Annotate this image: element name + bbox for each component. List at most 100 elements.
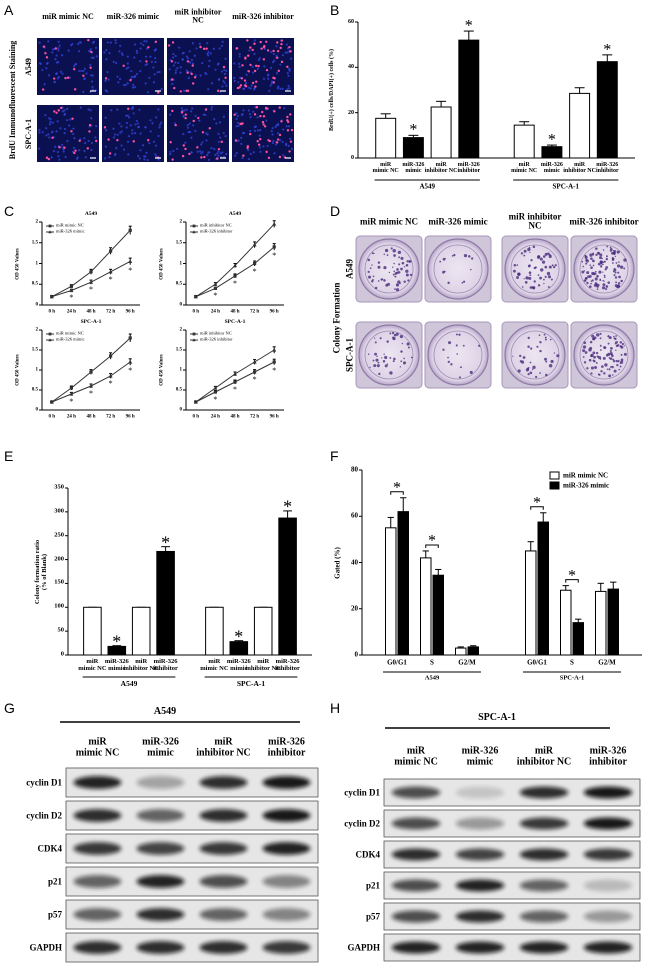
nucleus [241,113,244,116]
nucleus [258,57,261,60]
colony [623,267,626,270]
nucleus [38,147,41,150]
nucleus [105,49,108,52]
nucleus [135,49,138,52]
nucleus [103,51,106,54]
colony [374,286,378,290]
nucleus [84,141,87,145]
brdu-nucleus [278,155,282,159]
nucleus [174,69,178,72]
brdu-nucleus [47,157,51,161]
colony [621,342,624,346]
y-tick-label: 0 [354,650,359,659]
nucleus [273,152,276,155]
column-header: miR mimic NC [42,11,94,21]
colony [523,278,525,280]
nucleus [132,112,135,115]
lane-header: miR inhibitor NC [516,745,572,767]
colony [442,270,445,274]
nucleus [169,150,172,154]
significance-star: * [603,41,612,59]
colony [516,264,519,266]
colony [369,366,371,369]
x-tick-label: miR mimic NC [200,658,229,672]
nucleus [74,63,78,66]
colony [517,272,521,276]
nucleus [253,129,257,133]
colony [388,271,391,274]
nucleus [288,67,291,70]
y-tick-label: 50 [57,626,65,634]
colony [618,261,620,263]
brdu-nucleus [247,70,251,73]
bar [229,641,249,656]
brdu-nucleus [184,113,187,116]
label: Colony Formation [331,282,342,354]
colony [400,350,403,353]
nucleus [193,54,196,57]
dish [427,238,489,300]
nucleus [144,126,147,129]
nucleus [142,43,145,47]
y-tick-label: 0 [179,302,183,308]
y-axis-label: OD 450 Values [15,247,21,280]
nucleus [63,132,66,135]
x-tick-label: S [430,658,434,667]
colony [586,271,590,275]
colony [613,268,616,270]
colony [409,273,413,277]
colony [593,355,596,359]
colony [623,345,625,347]
nucleus [179,71,182,74]
brdu-nucleus [244,56,247,59]
significance-star: * [272,365,277,375]
nucleus [45,62,49,65]
x-tick-label: miR-326 inhibitor [457,162,481,175]
colony [410,356,413,359]
brdu-nucleus [57,109,60,112]
nucleus [190,136,193,139]
blot-band [136,908,185,921]
marker [233,263,237,268]
colony [608,336,612,340]
brdu-nucleus [73,88,77,91]
nucleus [45,134,48,137]
dish [358,238,420,300]
nucleus [130,75,134,78]
nucleus [118,77,122,81]
nucleus [116,75,119,78]
nucleus [132,83,135,86]
x-tick-label: G0/G1 [387,658,407,667]
nucleus [189,130,192,134]
nucleus [133,75,136,79]
colony [525,368,529,372]
colony [532,245,536,249]
colony [596,288,599,290]
nucleus [186,124,189,127]
protein-label: cyclin D1 [26,776,62,787]
nucleus [268,89,271,92]
nucleus [256,116,259,119]
brdu-nucleus [74,149,77,152]
nucleus [258,146,262,149]
colony [588,358,592,362]
row-label: SPC-A-1 [344,338,355,372]
brdu-nucleus [188,152,191,156]
colony [616,264,621,268]
nucleus [73,137,76,140]
nucleus [249,116,252,119]
brdu-nucleus [275,141,279,144]
nucleus [65,107,69,110]
legend-label: miR-326 inhibitor [200,336,233,342]
nucleus [90,141,94,145]
nucleus [155,116,158,119]
colony [381,357,383,359]
column-header: miR-326 mimic [106,11,160,21]
nucleus [152,66,155,69]
brdu-nucleus [262,58,266,61]
dish-rim [433,330,483,380]
brdu-nucleus [267,156,271,160]
nucleus [198,42,201,45]
nucleus [71,42,74,46]
nucleus [90,148,93,152]
